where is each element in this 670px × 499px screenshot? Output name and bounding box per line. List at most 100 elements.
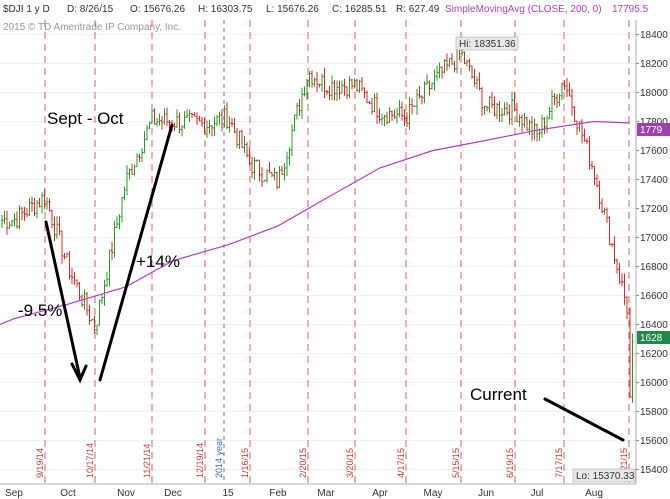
y-tick-label: 16400 <box>640 320 668 331</box>
price-bar <box>130 163 134 175</box>
price-bar <box>28 197 31 216</box>
price-bar <box>435 65 439 81</box>
price-bar <box>73 271 76 285</box>
price-bar <box>405 112 409 128</box>
price-bar <box>463 51 466 65</box>
price-bar <box>175 109 179 128</box>
y-tick-label: 18000 <box>640 88 668 99</box>
price-bar <box>195 112 199 125</box>
price-bar <box>118 214 121 230</box>
y-tick-label: 17400 <box>640 175 668 186</box>
price-bar <box>3 210 6 224</box>
price-bar <box>350 78 354 90</box>
price-bar <box>420 95 424 105</box>
price-bar <box>310 70 314 88</box>
price-bar <box>138 153 141 162</box>
price-bar <box>63 253 66 260</box>
price-bar <box>415 89 419 115</box>
price-bar <box>248 147 251 166</box>
price-bar <box>13 213 16 227</box>
x-tick-label: Feb <box>269 488 287 499</box>
price-bar <box>0 214 4 229</box>
price-bar <box>263 179 266 182</box>
price-bar <box>295 102 299 120</box>
price-bar <box>365 90 369 104</box>
price-bar <box>243 135 246 153</box>
price-bar <box>588 135 591 170</box>
price-bar <box>430 82 434 90</box>
price-bar <box>8 221 11 229</box>
annotation-strokes <box>44 123 625 442</box>
price-bar <box>218 111 221 125</box>
price-bar <box>293 114 296 132</box>
price-bar <box>558 93 561 107</box>
price-bar <box>188 109 191 123</box>
x-tick-label: Apr <box>372 488 388 499</box>
annotation-plus-14: +14% <box>136 252 180 271</box>
price-bar <box>448 58 451 67</box>
price-bar <box>65 252 69 258</box>
price-bar <box>213 116 216 137</box>
price-bar <box>468 58 471 71</box>
price-bar <box>480 87 484 116</box>
price-bar <box>438 62 441 79</box>
header-copyright: 2015 © TD Ameritrade IP Company, Inc. <box>3 22 181 33</box>
price-bar <box>68 251 71 280</box>
price-bar <box>223 105 226 128</box>
y-tick-label: 15400 <box>640 465 668 476</box>
price-bar <box>585 138 589 144</box>
price-bar <box>623 273 626 306</box>
price-bar <box>553 93 556 106</box>
sma-price-tag: 1779 <box>637 123 670 136</box>
price-bar <box>605 207 609 223</box>
price-bar <box>398 99 401 118</box>
x-tick-label: 15 <box>222 488 234 499</box>
price-bar <box>470 65 474 79</box>
price-bar <box>565 77 569 97</box>
price-bar <box>290 124 294 157</box>
sma-200-line <box>0 120 631 326</box>
expiry-date-label: 1/16/15 <box>240 448 250 478</box>
last-price-tag-text: 1628 <box>640 333 663 344</box>
last-price-tag: 1628 <box>637 331 670 344</box>
price-bar <box>158 113 161 126</box>
price-bar <box>368 101 371 105</box>
price-bar <box>288 147 291 166</box>
price-bar <box>168 119 171 130</box>
price-bar <box>400 101 404 121</box>
price-bar <box>55 216 59 239</box>
price-bar <box>18 205 21 230</box>
price-bar <box>163 108 166 126</box>
x-tick-label: Mar <box>317 488 335 499</box>
year-marker-label: 2014 year <box>214 438 224 478</box>
price-bar <box>390 110 394 121</box>
price-bar <box>505 101 509 116</box>
price-bar <box>388 107 391 124</box>
price-bar <box>378 108 381 124</box>
price-bar <box>348 76 351 99</box>
price-bar <box>313 77 316 87</box>
price-bar <box>40 192 44 214</box>
price-bar <box>235 128 239 148</box>
expiry-date-label: 9/19/14 <box>35 448 45 478</box>
price-bar <box>185 109 189 119</box>
price-bar <box>113 220 116 258</box>
price-bar <box>515 102 519 123</box>
header-range: R: 627.49 <box>396 4 440 15</box>
price-bar <box>70 267 74 285</box>
price-bar <box>608 216 611 246</box>
header-date: D: 8/26/15 <box>67 4 114 15</box>
price-bar <box>173 122 176 131</box>
price-bar <box>403 109 406 127</box>
price-bar <box>283 163 286 181</box>
price-bar <box>573 105 576 123</box>
price-bar <box>483 105 486 115</box>
price-bar <box>233 118 236 133</box>
y-tick-label: 15600 <box>640 436 668 447</box>
price-bar <box>100 294 104 305</box>
price-bar <box>45 197 49 210</box>
price-bar <box>160 116 164 130</box>
header-sma-value: 17795.5 <box>612 4 649 15</box>
price-bar <box>98 299 101 326</box>
